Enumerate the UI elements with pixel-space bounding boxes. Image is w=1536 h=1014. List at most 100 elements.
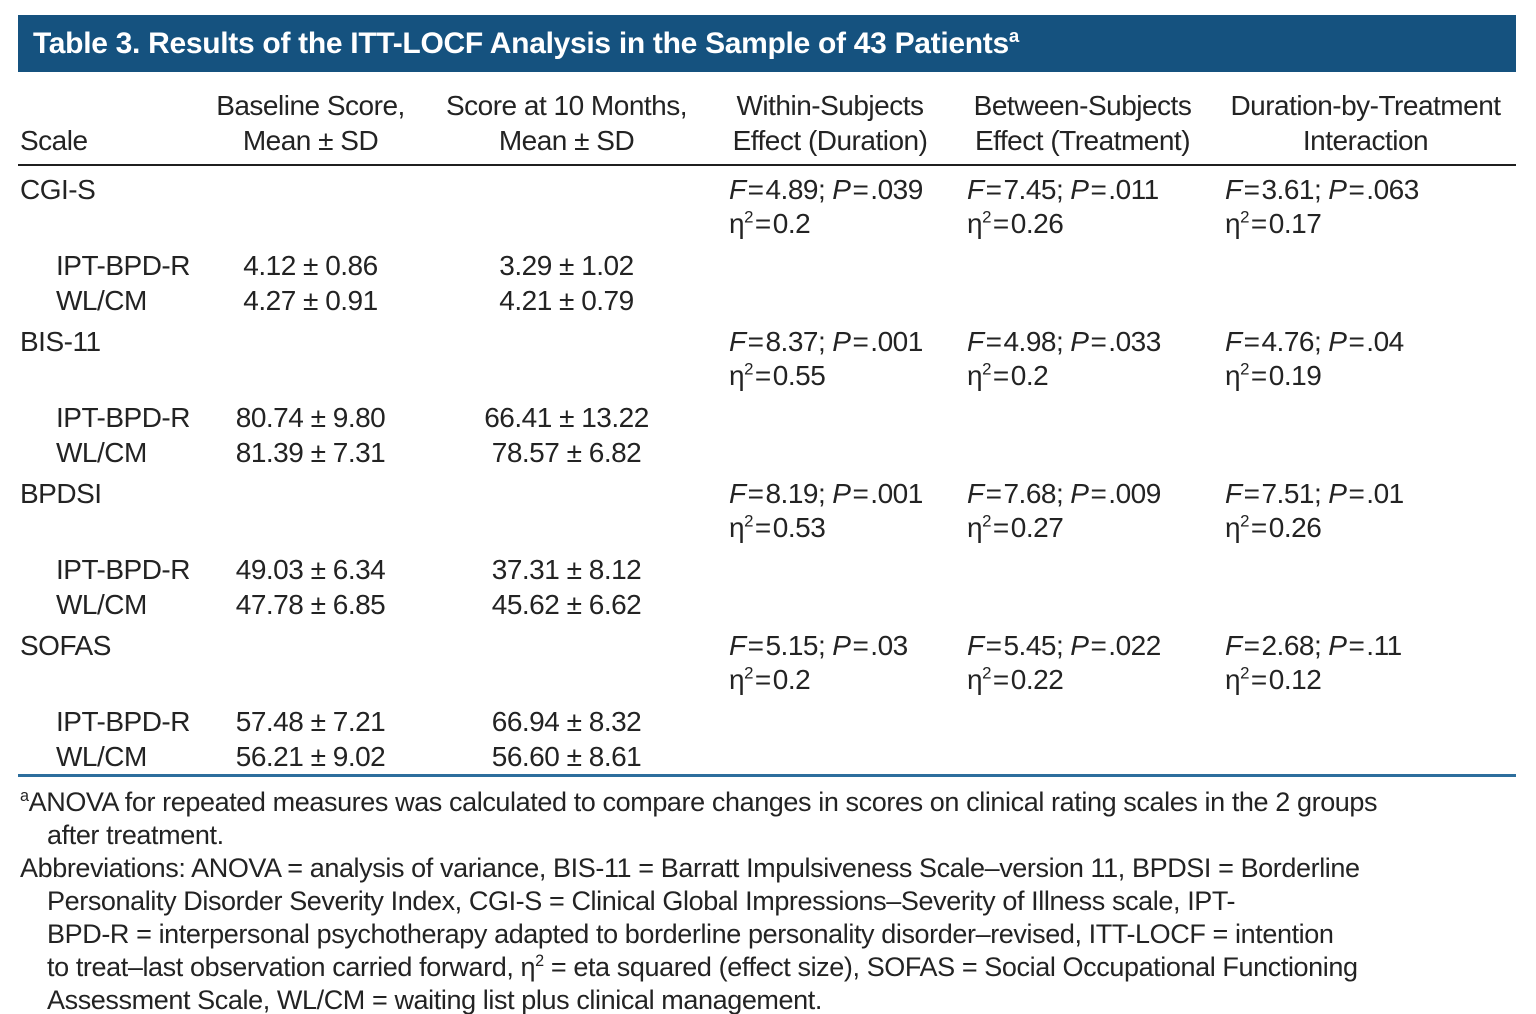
empty-cell <box>1215 400 1516 435</box>
equals: = <box>754 360 771 391</box>
equals: = <box>1243 326 1260 357</box>
eta-line: η2=0.2 <box>729 663 950 697</box>
p-value: .01 <box>1366 478 1404 509</box>
treatment-row-ipt-bpd-r: IPT-BPD-R 49.03 ± 6.34 37.31 ± 8.12 <box>18 552 1516 587</box>
eta-symbol: η <box>967 208 983 239</box>
separator: ; <box>817 630 826 661</box>
baseline-value: 80.74 ± 9.80 <box>235 402 386 433</box>
equals: = <box>992 512 1009 543</box>
between-subjects-stat: F=7.45; P=.011 η2=0.26 <box>950 173 1215 248</box>
footnotes: aANOVA for repeated measures was calcula… <box>18 777 1516 1014</box>
f-value: 2.68 <box>1261 630 1314 661</box>
footnote-a-line-2: after treatment. <box>47 820 224 850</box>
empty-cell <box>710 283 950 318</box>
treatment-row-ipt-bpd-r: IPT-BPD-R 57.48 ± 7.21 66.94 ± 8.32 <box>18 704 1516 739</box>
p-symbol: P <box>1328 174 1347 205</box>
p-symbol: P <box>832 326 851 357</box>
p-symbol: P <box>1070 478 1089 509</box>
empty-cell <box>1215 739 1516 774</box>
equals: = <box>1090 326 1107 357</box>
empty-cell <box>423 629 710 704</box>
eta-value: 0.22 <box>1010 664 1064 695</box>
eta-line: η2=0.27 <box>967 511 1215 545</box>
header-line2: Effect (Treatment) <box>974 125 1191 156</box>
footnote-a-line-1: aANOVA for repeated measures was calcula… <box>18 786 1516 819</box>
f-symbol: F <box>967 174 984 205</box>
within-subjects-stat: F=8.37; P=.001 η2=0.55 <box>710 325 950 400</box>
treatment-label: IPT-BPD-R <box>56 554 190 585</box>
footnote-abbr-line-2: Personality Disorder Severity Index, CGI… <box>18 885 1516 918</box>
eta-value: 0.2 <box>772 664 811 695</box>
separator: ; <box>1313 174 1322 205</box>
f-value: 7.51 <box>1261 478 1314 509</box>
p-symbol: P <box>1328 630 1347 661</box>
header-line1: Duration-by-Treatment <box>1230 90 1501 121</box>
p-value: .011 <box>1108 174 1159 205</box>
separator: ; <box>1313 478 1322 509</box>
within-subjects-stat: F=4.89; P=.039 η2=0.2 <box>710 173 950 248</box>
f-symbol: F <box>1225 630 1242 661</box>
p-value: .04 <box>1366 326 1404 357</box>
empty-cell <box>710 587 950 622</box>
p-symbol: P <box>832 630 851 661</box>
empty-cell <box>710 435 950 470</box>
column-header-scale: Scale <box>18 123 198 158</box>
f-p-line: F=7.68; P=.009 <box>967 477 1215 511</box>
equals: = <box>1250 360 1267 391</box>
10-month-value: 56.60 ± 8.61 <box>491 741 642 772</box>
empty-cell <box>950 248 1215 283</box>
empty-cell <box>950 587 1215 622</box>
interaction-stat: F=4.76; P=.04 η2=0.19 <box>1215 325 1516 400</box>
header-line2: Effect (Duration) <box>732 125 928 156</box>
equals: = <box>1250 512 1267 543</box>
empty-cell <box>1215 704 1516 739</box>
between-subjects-stat: F=7.68; P=.009 η2=0.27 <box>950 477 1215 552</box>
empty-cell <box>710 248 950 283</box>
eta-symbol: η <box>729 360 745 391</box>
f-p-line: F=4.76; P=.04 <box>1225 325 1516 359</box>
eta-line: η2=0.53 <box>729 511 950 545</box>
equals: = <box>747 326 764 357</box>
empty-cell <box>198 173 423 248</box>
p-symbol: P <box>832 478 851 509</box>
eta-symbol: η <box>967 512 983 543</box>
eta-line: η2=0.2 <box>729 207 950 241</box>
f-symbol: F <box>729 630 746 661</box>
equals: = <box>1250 208 1267 239</box>
10-month-value: 3.29 ± 1.02 <box>499 250 634 281</box>
column-header-interaction: Duration-by-Treatment Interaction <box>1215 88 1516 158</box>
eta-symbol: η <box>729 664 745 695</box>
equals: = <box>1243 174 1260 205</box>
treatment-row-wl-cm: WL/CM 81.39 ± 7.31 78.57 ± 6.82 <box>18 435 1516 470</box>
table-container: Table 3. Results of the ITT-LOCF Analysi… <box>18 15 1516 1014</box>
eta-line: η2=0.26 <box>1225 511 1516 545</box>
treatment-label: IPT-BPD-R <box>56 250 190 281</box>
column-header-10-months: Score at 10 Months, Mean ± SD <box>423 88 710 158</box>
f-p-line: F=2.68; P=.11 <box>1225 629 1516 663</box>
squared-superscript: 2 <box>982 663 991 683</box>
f-value: 5.45 <box>1003 630 1056 661</box>
equals: = <box>992 360 1009 391</box>
f-p-line: F=5.15; P=.03 <box>729 629 950 663</box>
p-value: .063 <box>1366 174 1419 205</box>
empty-cell <box>950 283 1215 318</box>
equals: = <box>754 208 771 239</box>
table-title-bar: Table 3. Results of the ITT-LOCF Analysi… <box>18 15 1516 72</box>
scale-label: CGI-S <box>20 174 96 205</box>
equals: = <box>1348 326 1365 357</box>
equals: = <box>1250 664 1267 695</box>
f-p-line: F=8.19; P=.001 <box>729 477 950 511</box>
baseline-value: 47.78 ± 6.85 <box>235 589 386 620</box>
f-value: 4.98 <box>1003 326 1056 357</box>
footnote-abbr-line-3: BPD-R = interpersonal psychotherapy adap… <box>18 918 1516 951</box>
eta-value: 0.26 <box>1010 208 1064 239</box>
empty-cell <box>198 629 423 704</box>
table-title-text: Table 3. Results of the ITT-LOCF Analysi… <box>33 26 1009 60</box>
equals: = <box>852 478 869 509</box>
equals: = <box>985 630 1002 661</box>
eta-value: 0.17 <box>1268 208 1322 239</box>
equals: = <box>747 630 764 661</box>
column-header-row: Scale Baseline Score, Mean ± SD Score at … <box>18 72 1516 166</box>
f-symbol: F <box>729 478 746 509</box>
